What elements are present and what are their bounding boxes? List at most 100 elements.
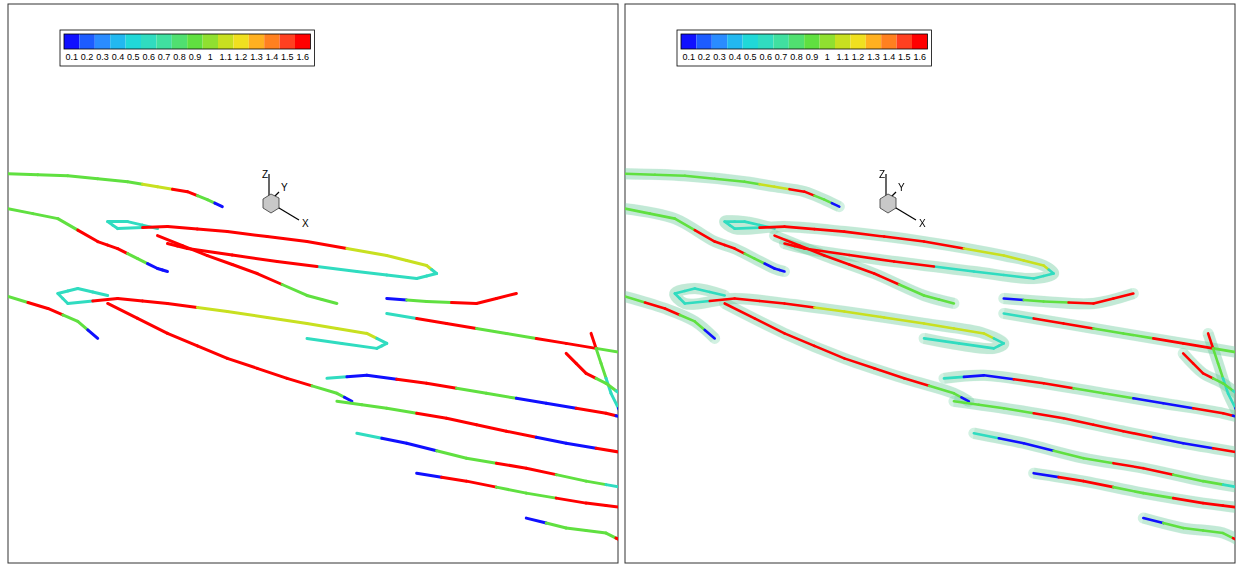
tube [1183, 353, 1235, 398]
core-line [904, 378, 929, 385]
color-cell [758, 34, 773, 49]
core-line [546, 403, 576, 408]
core-line [814, 229, 844, 231]
core-line [148, 264, 158, 269]
core-line [344, 397, 351, 401]
core-line [789, 189, 804, 191]
tube [1143, 518, 1235, 543]
core-line [167, 303, 197, 307]
color-bar-label: 1.1 [219, 52, 232, 62]
core-line [695, 288, 710, 291]
core-line [874, 368, 904, 378]
core-line [162, 270, 167, 271]
core-line [1059, 477, 1084, 481]
core-line [277, 262, 317, 267]
core-line [974, 433, 999, 438]
core-line [387, 275, 417, 278]
core-line [735, 249, 745, 254]
core-line [934, 267, 974, 272]
core-line [566, 353, 576, 363]
tube-edge [675, 288, 1004, 348]
core-line [227, 311, 267, 317]
core-line [526, 468, 556, 474]
core-line [1044, 383, 1074, 388]
color-bar-label: 1.5 [898, 52, 911, 62]
color-bar-label: 0.1 [65, 52, 78, 62]
color-cell [79, 34, 94, 49]
color-cell [681, 34, 696, 49]
core-line [844, 358, 874, 368]
core-line [1064, 323, 1094, 328]
core-line [924, 295, 939, 299]
core-line [1044, 300, 1069, 304]
core-line [964, 249, 1004, 256]
color-bar-label: 0.1 [682, 52, 695, 62]
core-line [1163, 403, 1193, 408]
core-line [1173, 498, 1203, 503]
core-line [362, 405, 387, 408]
color-bar-label: 0.4 [112, 52, 125, 62]
core-line [466, 458, 496, 463]
core-line [317, 267, 357, 272]
core-line [1024, 261, 1044, 266]
core-line [611, 393, 618, 408]
core-line [78, 288, 93, 291]
core-line [1004, 256, 1024, 261]
core-line [357, 272, 387, 275]
core-line [1183, 528, 1203, 530]
core-line [442, 477, 467, 481]
core-line [685, 176, 715, 179]
core-line [8, 209, 33, 214]
core-line [1143, 518, 1163, 523]
core-line [227, 232, 267, 237]
plot-frame [625, 4, 1235, 563]
core-line [625, 172, 655, 176]
core-line [307, 338, 342, 343]
core-line [417, 276, 427, 278]
color-bar-label: 0.7 [158, 52, 171, 62]
core-line [158, 236, 183, 246]
core-line [98, 179, 128, 182]
core-line [939, 299, 954, 303]
core-line [93, 292, 108, 295]
core-line [596, 448, 618, 453]
color-cell [789, 34, 804, 49]
core-line [33, 214, 58, 219]
core-line [832, 203, 839, 206]
core-line [257, 274, 282, 285]
core-line [1203, 373, 1213, 378]
core-line [347, 375, 367, 376]
core-line [954, 328, 984, 333]
color-cell [95, 34, 110, 49]
color-bar-label: 0.4 [729, 52, 742, 62]
core-line [367, 375, 397, 379]
color-bar-label: 1.6 [913, 52, 926, 62]
core-line [586, 531, 606, 533]
core-line [158, 187, 173, 189]
core-line [765, 264, 775, 269]
core-line [824, 256, 849, 265]
core-line [680, 315, 695, 321]
core-line [536, 437, 566, 443]
core-line [78, 321, 88, 329]
core-line [814, 196, 824, 200]
core-line [1173, 475, 1203, 481]
core-line [775, 187, 790, 189]
core-line [1213, 348, 1218, 363]
color-bar-label: 0.2 [81, 52, 94, 62]
core-line [606, 413, 616, 415]
core-line [566, 443, 596, 448]
core-line [1183, 353, 1193, 363]
core-line [1034, 276, 1044, 278]
core-line [1004, 313, 1034, 318]
core-line [566, 528, 586, 530]
core-line [8, 296, 28, 302]
core-line [427, 274, 437, 276]
core-line [1223, 485, 1235, 488]
core-line [685, 288, 695, 290]
core-line [407, 443, 437, 450]
color-bar: 0.10.20.30.40.50.60.70.80.911.11.21.31.4… [677, 30, 931, 66]
core-line [506, 431, 536, 437]
tube [1004, 313, 1235, 353]
core-line [1093, 328, 1123, 333]
